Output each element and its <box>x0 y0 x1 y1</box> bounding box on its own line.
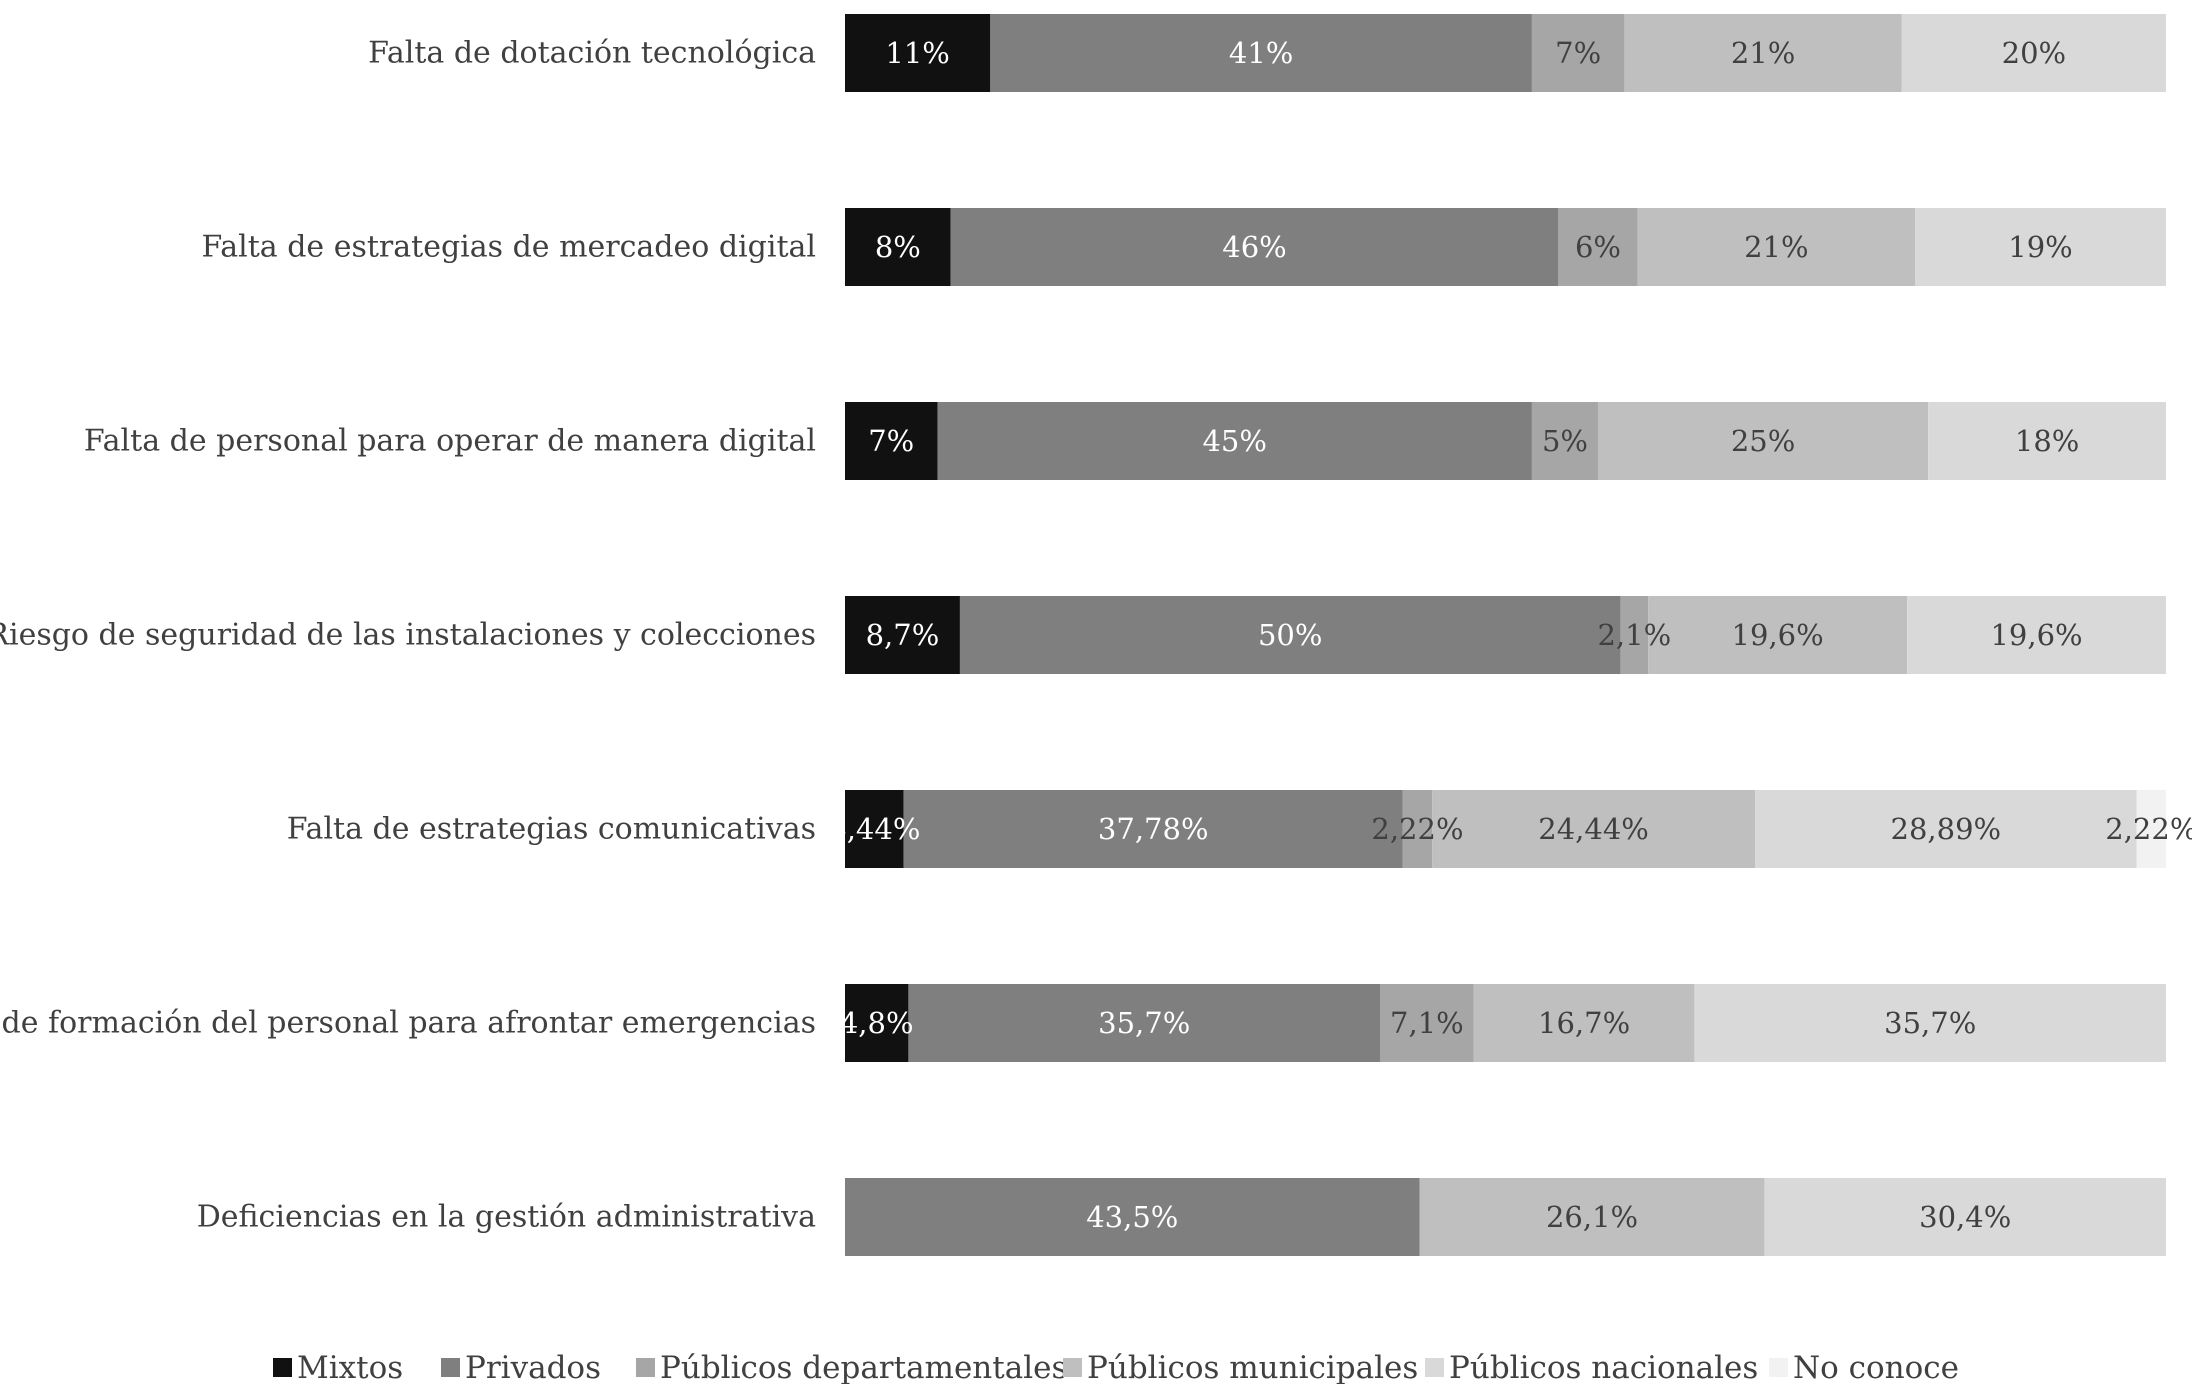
bar-segment-mixtos <box>845 402 938 480</box>
bar-segment-mixtos <box>845 596 960 674</box>
data-label: 45% <box>1202 424 1266 458</box>
legend-swatch <box>273 1358 292 1377</box>
bar-segment-mixtos <box>845 208 951 286</box>
data-label: 41% <box>1229 36 1293 70</box>
segment-labels-group: 11% 41% 7% 21% 20% 8% 46% 6% 21% 19% 7% 45% 5% 25% 18%… <box>828 36 2192 1234</box>
data-label: 4,44% <box>828 812 920 846</box>
bar-segment-mixtos <box>845 790 904 868</box>
category-label: Falta de personal para operar de manera … <box>84 424 816 459</box>
data-label: 46% <box>1222 230 1286 264</box>
data-label: 24,44% <box>1538 812 1649 846</box>
bar-segment-públicos-municipales <box>1624 14 1902 92</box>
data-label: 50% <box>1258 618 1322 652</box>
bar-segment-públicos-departamentales <box>1380 984 1474 1062</box>
data-label: 19,6% <box>1990 618 2082 652</box>
data-label: 37,78% <box>1098 812 1209 846</box>
data-label: 26,1% <box>1546 1200 1638 1234</box>
bar-segment-privados <box>950 208 1559 286</box>
data-label: 19,6% <box>1732 618 1824 652</box>
bar-segment-públicos-nacionales <box>1907 596 2166 674</box>
bar-segment-públicos-municipales <box>1419 1178 1765 1256</box>
category-labels-group: Falta de dotación tecnológica Falta de es… <box>0 36 816 1235</box>
bar-segment-mixtos <box>845 14 991 92</box>
category-label: Falta de formación del personal para afr… <box>0 1006 816 1041</box>
legend-label: Públicos municipales <box>1087 1350 1418 1384</box>
data-label: 7,1% <box>1390 1006 1464 1040</box>
legend-swatch <box>1063 1358 1082 1377</box>
bar-segment-privados <box>903 790 1403 868</box>
data-label: 2,22% <box>2105 812 2192 846</box>
bar-segment-públicos-municipales <box>1637 208 1916 286</box>
data-label: 30,4% <box>1919 1200 2011 1234</box>
legend-swatch <box>441 1358 460 1377</box>
bar-segment-públicos-departamentales <box>1620 596 1649 674</box>
legend-label: Públicos nacionales <box>1449 1350 1758 1384</box>
legend-swatch <box>636 1358 655 1377</box>
bar-segment-públicos-nacionales <box>1694 984 2166 1062</box>
bar-segment-públicos-nacionales <box>1928 402 2166 480</box>
bar-segment-privados <box>937 402 1532 480</box>
bar-segment-privados <box>845 1178 1420 1256</box>
data-label: 35,7% <box>1884 1006 1976 1040</box>
data-label: 5% <box>1542 424 1588 458</box>
data-label: 28,89% <box>1891 812 2002 846</box>
data-label: 35,7% <box>1098 1006 1190 1040</box>
category-label: Falta de dotación tecnológica <box>368 36 816 71</box>
legend-swatch <box>1425 1358 1444 1377</box>
bar-segment-públicos-municipales <box>1648 596 1908 674</box>
data-label: 7% <box>1555 36 1601 70</box>
bar-segment-públicos-municipales <box>1473 984 1695 1062</box>
bar-segment-públicos-departamentales <box>1531 402 1598 480</box>
bar-segment-mixtos <box>845 984 909 1062</box>
legend-label: Privados <box>465 1350 601 1384</box>
bar-segment-privados <box>908 984 1381 1062</box>
legend-label: Públicos departamentales <box>660 1350 1067 1384</box>
data-label: 2,1% <box>1597 618 1671 652</box>
data-label: 8% <box>875 230 921 264</box>
data-label: 8,7% <box>866 618 940 652</box>
data-label: 21% <box>1744 230 1808 264</box>
data-label: 4,8% <box>840 1006 914 1040</box>
legend-label: Mixtos <box>297 1350 403 1384</box>
data-label: 43,5% <box>1086 1200 1178 1234</box>
legend-label: No conoce <box>1793 1350 1959 1384</box>
bars-group <box>845 14 2166 1256</box>
data-label: 2,22% <box>1371 812 1463 846</box>
category-label: Falta de estrategias comunicativas <box>287 812 816 847</box>
data-label: 7% <box>868 424 914 458</box>
data-label: 6% <box>1575 230 1621 264</box>
data-label: 21% <box>1731 36 1795 70</box>
legend: Mixtos Privados Públicos departamentales Pú… <box>273 1350 1959 1384</box>
bar-segment-públicos-nacionales <box>1755 790 2137 868</box>
bar-segment-públicos-departamentales <box>1402 790 1433 868</box>
bar-segment-públicos-municipales <box>1432 790 1755 868</box>
bar-segment-públicos-nacionales <box>1764 1178 2166 1256</box>
data-label: 20% <box>2002 36 2066 70</box>
bar-segment-públicos-nacionales <box>1915 208 2166 286</box>
bar-segment-públicos-departamentales <box>1558 208 1638 286</box>
data-label: 11% <box>885 36 949 70</box>
bar-segment-públicos-departamentales <box>1531 14 1625 92</box>
bar-segment-privados <box>959 596 1621 674</box>
data-label: 19% <box>2008 230 2072 264</box>
data-label: 18% <box>2015 424 2079 458</box>
data-label: 16,7% <box>1538 1006 1630 1040</box>
bar-segment-públicos-nacionales <box>1901 14 2166 92</box>
bar-segment-no-conoce <box>2136 790 2166 868</box>
legend-swatch <box>1769 1358 1788 1377</box>
bar-segment-públicos-municipales <box>1597 402 1929 480</box>
category-label: Riesgo de seguridad de las instalaciones… <box>0 618 816 653</box>
bar-segment-privados <box>990 14 1532 92</box>
category-label: Falta de estrategias de mercadeo digital <box>201 230 816 265</box>
category-label: Deficiencias en la gestión administrativ… <box>197 1200 816 1235</box>
data-label: 25% <box>1731 424 1795 458</box>
